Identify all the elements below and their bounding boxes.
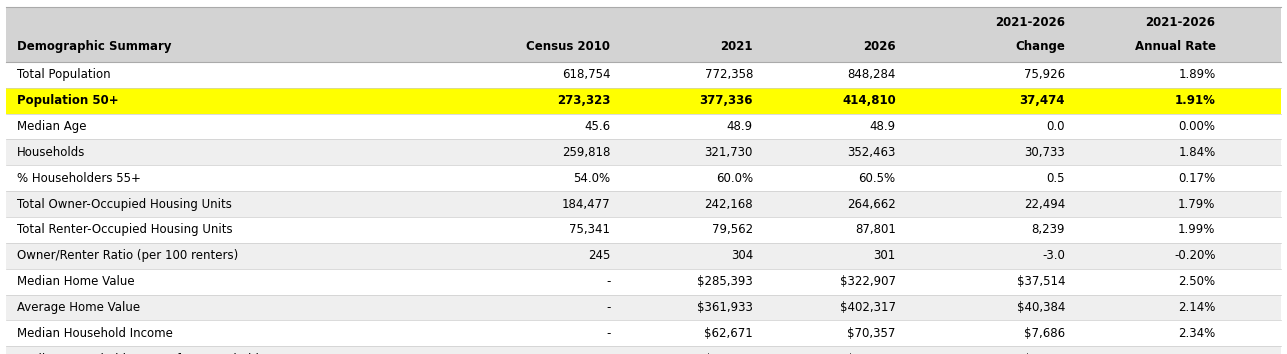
Text: 54.0%: 54.0% — [573, 172, 610, 185]
Text: 48.9: 48.9 — [727, 120, 753, 133]
Bar — [6, 139, 1281, 165]
Text: 264,662: 264,662 — [847, 198, 896, 211]
Text: 75,926: 75,926 — [1024, 68, 1066, 81]
Text: 2.51%: 2.51% — [1179, 353, 1215, 354]
Text: 2.50%: 2.50% — [1179, 275, 1215, 288]
Bar — [6, 320, 1281, 346]
Text: 2026: 2026 — [864, 40, 896, 53]
Text: -: - — [606, 275, 610, 288]
Text: 304: 304 — [731, 249, 753, 262]
Text: 1.79%: 1.79% — [1178, 198, 1215, 211]
Text: 79,562: 79,562 — [712, 223, 753, 236]
Text: 245: 245 — [588, 249, 610, 262]
Text: Median Home Value: Median Home Value — [17, 275, 134, 288]
Text: 2021: 2021 — [721, 40, 753, 53]
Text: $40,384: $40,384 — [1017, 301, 1066, 314]
Text: 1.99%: 1.99% — [1178, 223, 1215, 236]
Text: 0.17%: 0.17% — [1179, 172, 1215, 185]
Text: 0.5: 0.5 — [1046, 172, 1066, 185]
Text: 2.14%: 2.14% — [1178, 301, 1215, 314]
Text: Demographic Summary: Demographic Summary — [17, 40, 171, 53]
Text: 2021-2026: 2021-2026 — [1145, 16, 1215, 29]
Text: 1.91%: 1.91% — [1175, 94, 1215, 107]
Bar — [6, 269, 1281, 295]
Bar — [6, 114, 1281, 139]
Text: 321,730: 321,730 — [704, 146, 753, 159]
Text: Total Renter-Occupied Housing Units: Total Renter-Occupied Housing Units — [17, 223, 233, 236]
Bar — [6, 243, 1281, 269]
Bar — [6, 295, 1281, 320]
Bar — [6, 346, 1281, 354]
Text: Owner/Renter Ratio (per 100 renters): Owner/Renter Ratio (per 100 renters) — [17, 249, 238, 262]
Text: $322,907: $322,907 — [839, 275, 896, 288]
Text: 0.0: 0.0 — [1046, 120, 1066, 133]
Text: 2.34%: 2.34% — [1179, 327, 1215, 340]
Bar — [6, 217, 1281, 243]
Text: $70,357: $70,357 — [847, 327, 896, 340]
Text: 60.5%: 60.5% — [858, 172, 896, 185]
Text: 259,818: 259,818 — [562, 146, 610, 159]
Text: 352,463: 352,463 — [847, 146, 896, 159]
Text: Annual Rate: Annual Rate — [1135, 40, 1215, 53]
Text: Median Age: Median Age — [17, 120, 86, 133]
Text: -: - — [606, 327, 610, 340]
Text: 37,474: 37,474 — [1019, 94, 1066, 107]
Text: $62,671: $62,671 — [704, 327, 753, 340]
Text: 45.6: 45.6 — [584, 120, 610, 133]
Text: $285,393: $285,393 — [698, 275, 753, 288]
Text: Total Population: Total Population — [17, 68, 111, 81]
Text: 273,323: 273,323 — [557, 94, 610, 107]
Text: 414,810: 414,810 — [842, 94, 896, 107]
Text: $361,933: $361,933 — [698, 301, 753, 314]
Bar — [6, 88, 1281, 114]
Text: 242,168: 242,168 — [704, 198, 753, 211]
Text: Average Home Value: Average Home Value — [17, 301, 140, 314]
Text: 377,336: 377,336 — [700, 94, 753, 107]
Text: -: - — [606, 301, 610, 314]
Text: 48.9: 48.9 — [870, 120, 896, 133]
Text: 848,284: 848,284 — [847, 68, 896, 81]
Text: 60.0%: 60.0% — [716, 172, 753, 185]
Text: Total Owner-Occupied Housing Units: Total Owner-Occupied Housing Units — [17, 198, 232, 211]
Text: 8,239: 8,239 — [1032, 223, 1066, 236]
Text: $7,921: $7,921 — [1024, 353, 1066, 354]
Text: 87,801: 87,801 — [855, 223, 896, 236]
Bar — [6, 7, 1281, 62]
Text: 30,733: 30,733 — [1024, 146, 1066, 159]
Text: Population 50+: Population 50+ — [17, 94, 118, 107]
Text: $60,133: $60,133 — [704, 353, 753, 354]
Text: $68,054: $68,054 — [847, 353, 896, 354]
Text: % Householders 55+: % Householders 55+ — [17, 172, 140, 185]
Text: 1.89%: 1.89% — [1179, 68, 1215, 81]
Text: 772,358: 772,358 — [704, 68, 753, 81]
Text: -3.0: -3.0 — [1042, 249, 1066, 262]
Text: 75,341: 75,341 — [569, 223, 610, 236]
Text: 0.00%: 0.00% — [1179, 120, 1215, 133]
Text: Change: Change — [1015, 40, 1066, 53]
Text: Households: Households — [17, 146, 85, 159]
Bar — [6, 191, 1281, 217]
Text: 618,754: 618,754 — [562, 68, 610, 81]
Text: 22,494: 22,494 — [1024, 198, 1066, 211]
Text: $37,514: $37,514 — [1017, 275, 1066, 288]
Text: Census 2010: Census 2010 — [526, 40, 610, 53]
Text: 1.84%: 1.84% — [1179, 146, 1215, 159]
Text: Median Household Income for Householder 55+: Median Household Income for Householder … — [17, 353, 300, 354]
Text: 184,477: 184,477 — [561, 198, 610, 211]
Text: Median Household Income: Median Household Income — [17, 327, 172, 340]
Text: $402,317: $402,317 — [839, 301, 896, 314]
Text: -0.20%: -0.20% — [1174, 249, 1215, 262]
Text: 2021-2026: 2021-2026 — [995, 16, 1066, 29]
Bar — [6, 62, 1281, 88]
Text: -: - — [606, 353, 610, 354]
Bar — [6, 165, 1281, 191]
Text: 301: 301 — [874, 249, 896, 262]
Text: $7,686: $7,686 — [1024, 327, 1066, 340]
